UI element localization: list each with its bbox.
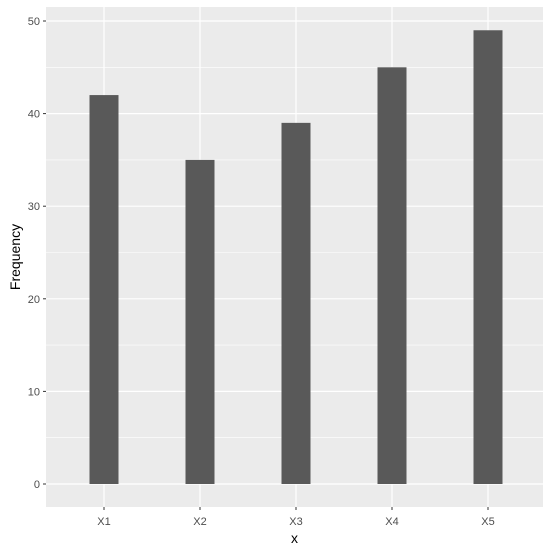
x-tick-label: X1 xyxy=(97,516,110,528)
bars xyxy=(89,30,503,485)
x-tick-label: X3 xyxy=(289,516,302,528)
y-tick-label: 20 xyxy=(28,294,40,306)
bar-x3 xyxy=(281,122,311,485)
y-tick-label: 30 xyxy=(28,201,40,213)
y-axis-title: Frequency xyxy=(7,224,23,290)
y-tick-label: 40 xyxy=(28,109,40,121)
x-axis-title: x xyxy=(291,530,298,546)
bar-x1 xyxy=(89,95,119,484)
y-axis-ticks: 0 10 20 30 40 50 xyxy=(28,16,46,491)
y-tick-label: 0 xyxy=(34,479,40,491)
x-axis-ticks: X1 X2 X3 X4 X5 xyxy=(97,507,495,528)
bar-x4 xyxy=(377,67,407,485)
x-tick-label: X2 xyxy=(193,516,206,528)
x-tick-label: X5 xyxy=(481,516,494,528)
y-tick-label: 10 xyxy=(28,386,40,398)
y-tick-label: 50 xyxy=(28,16,40,28)
bar-x2 xyxy=(185,159,215,484)
bar-x5 xyxy=(473,30,503,484)
x-tick-label: X4 xyxy=(385,516,398,528)
